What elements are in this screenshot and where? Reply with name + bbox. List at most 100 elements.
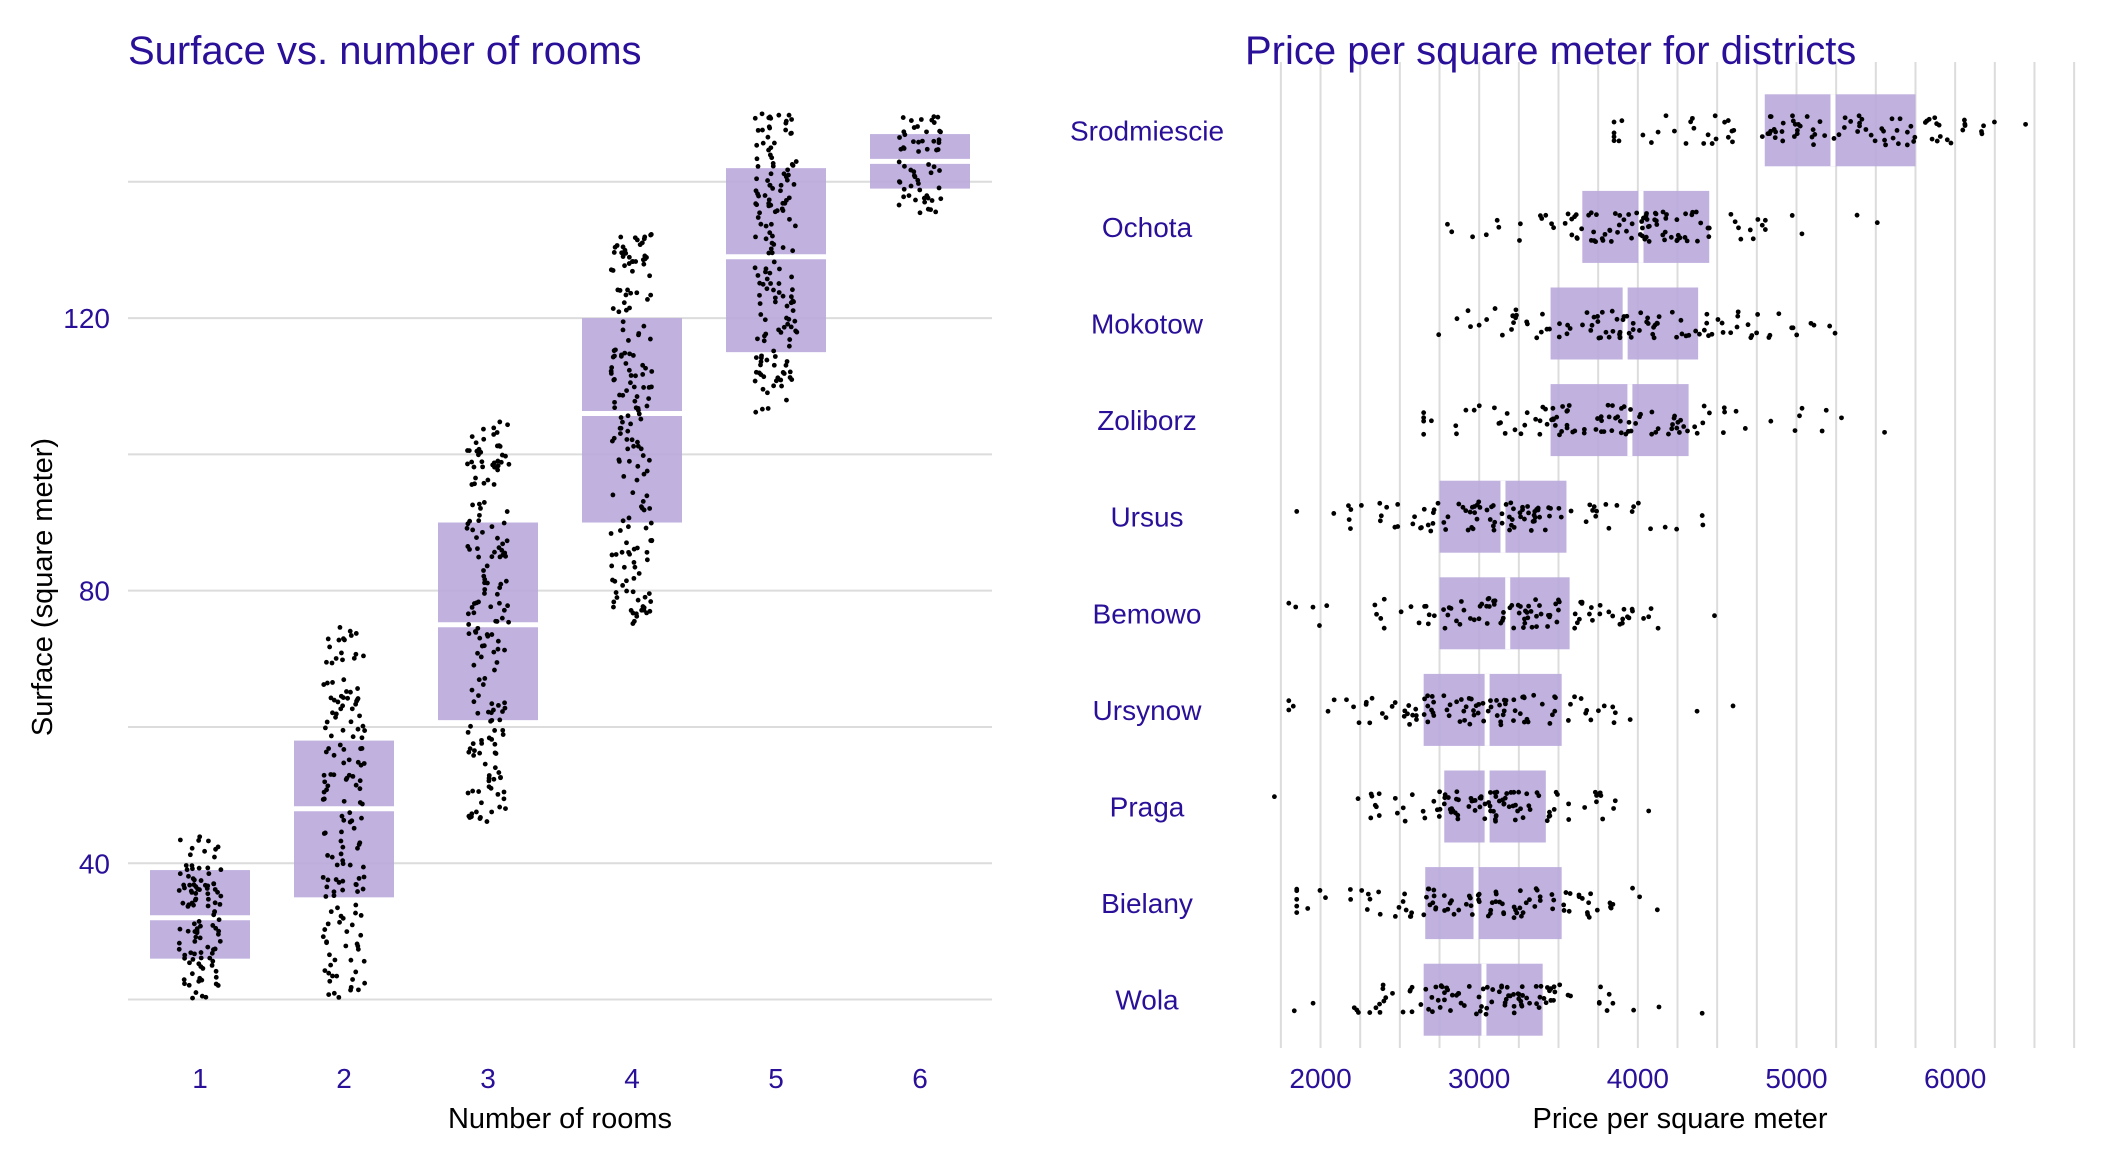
right-point — [1520, 694, 1526, 700]
left-point — [475, 546, 480, 552]
left-point — [790, 308, 796, 314]
right-point — [1489, 999, 1495, 1005]
left-point — [626, 515, 632, 521]
right-point — [1750, 236, 1756, 242]
right-point — [1633, 421, 1639, 426]
left-point — [495, 646, 501, 652]
left-point — [335, 699, 341, 705]
right-point — [1637, 414, 1642, 420]
left-point — [361, 653, 366, 659]
right-point — [1537, 894, 1543, 900]
left-point — [479, 800, 484, 806]
right-point — [1874, 220, 1880, 226]
left-point — [350, 734, 356, 740]
left-point — [355, 726, 361, 732]
left-point — [790, 248, 796, 254]
left-point — [331, 893, 337, 899]
right-point — [1630, 608, 1635, 614]
left-point — [182, 981, 187, 987]
right-point — [1430, 510, 1436, 516]
right-point — [1645, 321, 1651, 326]
right-point — [1557, 432, 1562, 438]
left-x-tick-label: 1 — [192, 1063, 208, 1094]
right-point — [1426, 612, 1432, 618]
right-point — [1520, 910, 1526, 916]
right-point — [1445, 795, 1451, 800]
left-point — [353, 910, 358, 916]
left-point — [646, 591, 652, 597]
right-point — [1614, 503, 1620, 508]
left-point — [763, 269, 768, 275]
right-point — [1697, 331, 1702, 337]
right-point — [1565, 718, 1571, 723]
right-point — [1421, 415, 1427, 421]
left-point — [901, 186, 907, 192]
right-point — [1408, 604, 1414, 610]
left-point — [339, 650, 344, 656]
left-point — [902, 132, 908, 138]
right-point — [1640, 132, 1646, 138]
right-point — [1493, 889, 1499, 895]
right-point — [1832, 330, 1838, 336]
right-point — [1421, 431, 1427, 437]
right-point — [1471, 407, 1477, 413]
left-point — [767, 270, 773, 276]
right-point — [1376, 813, 1382, 818]
left-point — [757, 292, 762, 298]
right-point — [1570, 429, 1576, 435]
right-point — [1494, 217, 1500, 223]
left-point — [771, 140, 777, 146]
right-point — [1981, 123, 1986, 129]
right-point — [1531, 512, 1537, 518]
right-point — [1611, 720, 1617, 726]
left-point — [754, 156, 760, 162]
left-point — [935, 114, 941, 120]
left-point — [505, 422, 510, 428]
right-point — [1368, 791, 1374, 797]
left-point — [357, 778, 363, 784]
left-point — [497, 554, 503, 560]
left-point — [616, 459, 622, 464]
right-point — [1531, 692, 1537, 698]
left-point — [648, 232, 654, 238]
left-point — [491, 649, 497, 655]
left-point — [207, 955, 213, 961]
left-point — [501, 607, 507, 613]
left-point — [471, 753, 477, 758]
right-point — [1682, 235, 1688, 240]
right-point — [1610, 613, 1616, 619]
left-point — [495, 791, 501, 797]
right-point — [1822, 133, 1828, 139]
right-point — [1463, 407, 1469, 413]
right-point — [1454, 789, 1460, 795]
right-point — [1515, 808, 1521, 814]
right-point — [1493, 794, 1499, 799]
left-point — [624, 388, 629, 393]
left-point — [792, 223, 798, 229]
right-point — [1628, 407, 1633, 412]
left-point — [647, 273, 653, 279]
right-point — [1406, 703, 1412, 708]
left-point — [183, 863, 189, 868]
left-point — [916, 149, 921, 154]
right-point — [1402, 818, 1408, 824]
right-point — [1416, 620, 1422, 626]
left-point — [789, 117, 794, 122]
left-point — [790, 287, 795, 293]
left-point — [913, 197, 918, 203]
left-point — [489, 737, 495, 742]
left-point — [753, 234, 758, 240]
right-point — [1581, 430, 1587, 436]
right-point — [1482, 816, 1488, 822]
left-point — [217, 938, 223, 944]
left-point — [758, 312, 764, 317]
right-point — [1889, 116, 1895, 122]
right-point — [1619, 405, 1624, 411]
left-point — [327, 978, 333, 984]
right-point — [1511, 506, 1516, 512]
left-point — [321, 682, 327, 687]
left-point — [762, 333, 767, 339]
left-point — [631, 384, 637, 390]
right-point — [1519, 913, 1524, 919]
left-point — [624, 588, 630, 594]
